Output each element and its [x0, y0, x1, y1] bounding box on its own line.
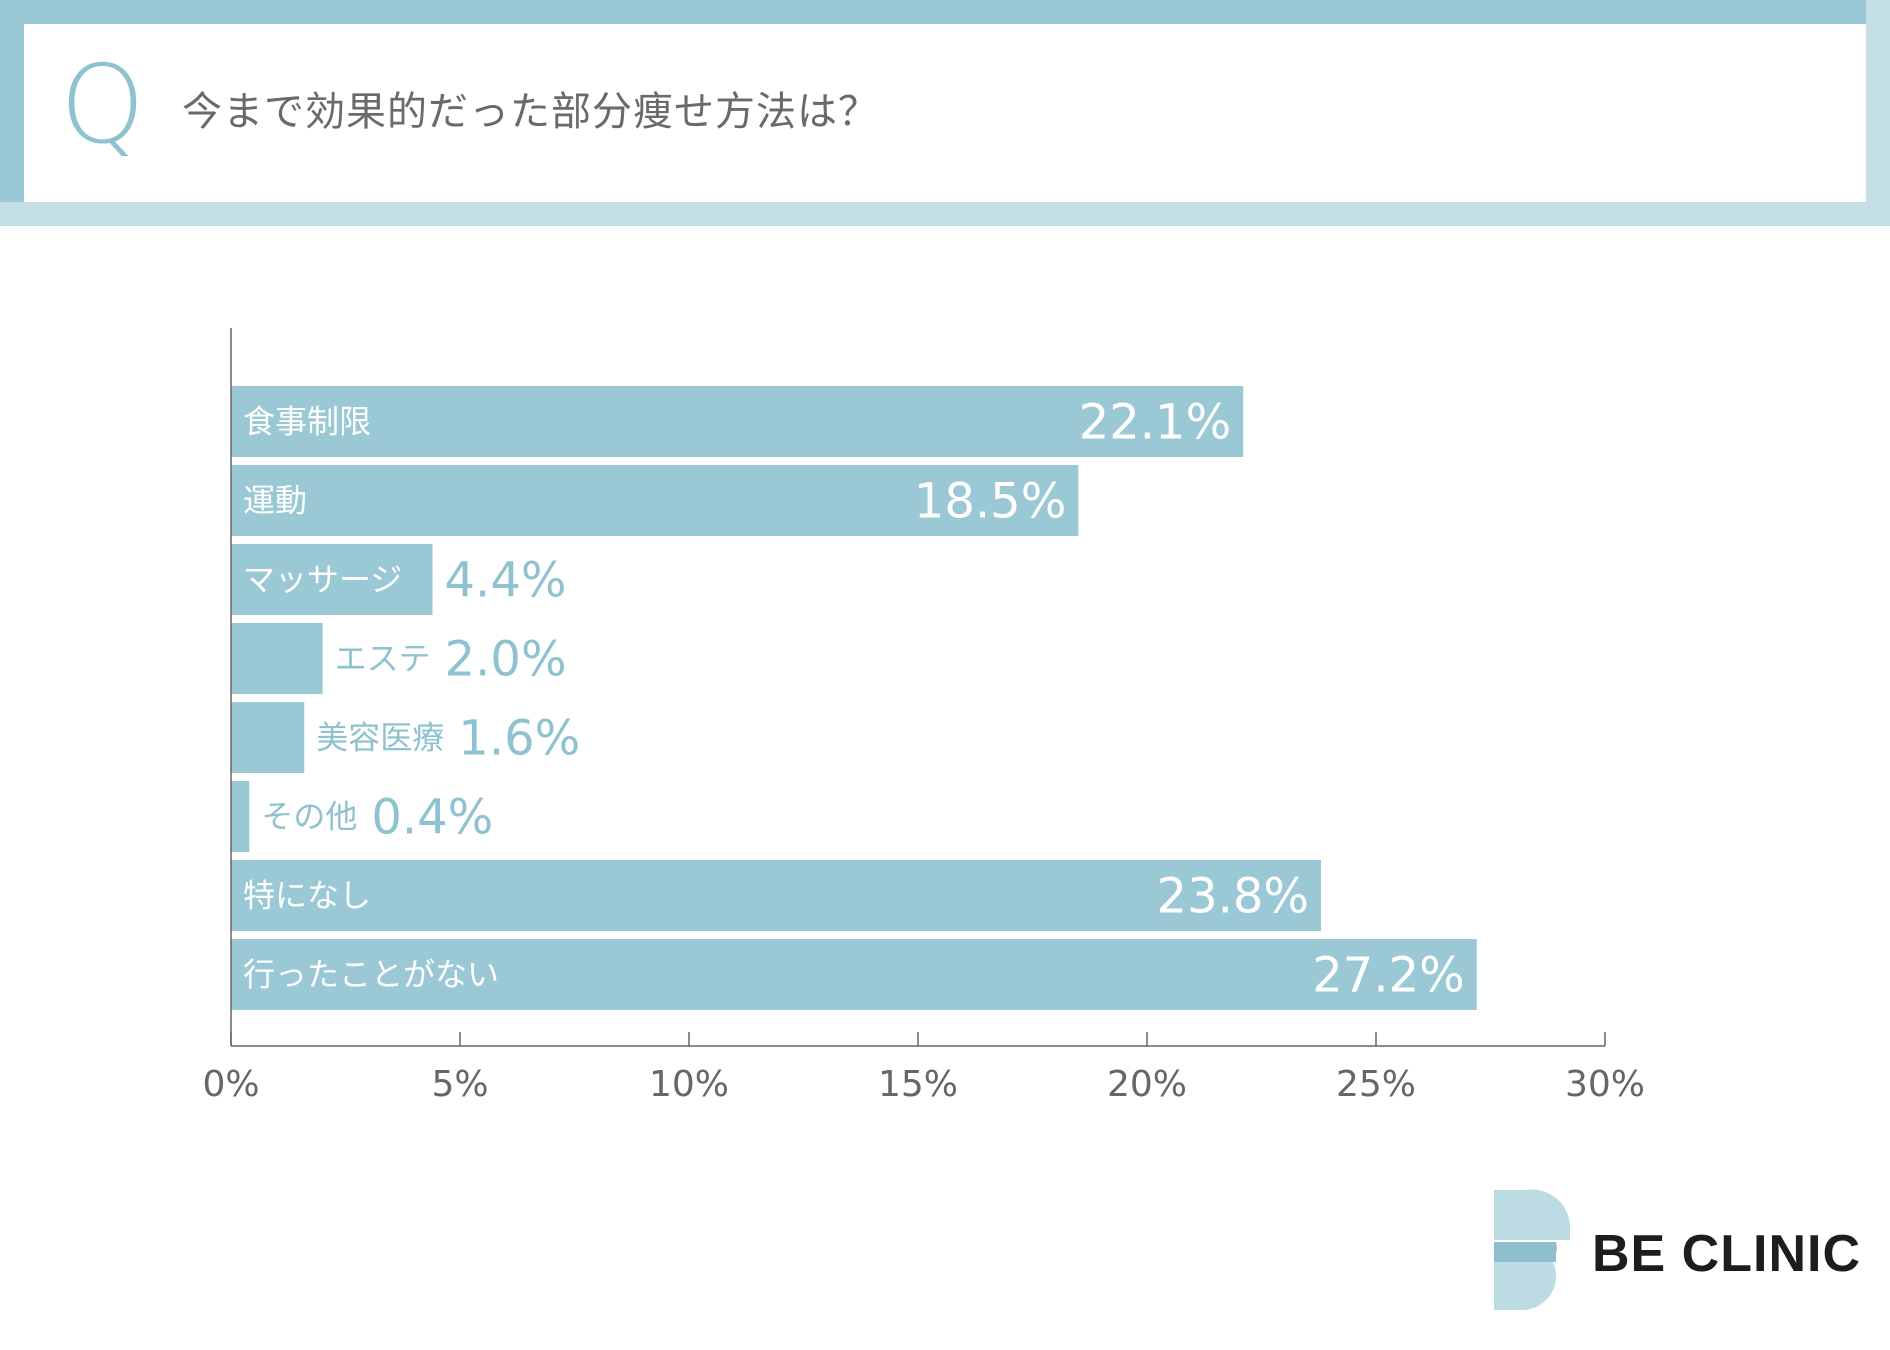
- bar-7: [231, 939, 1477, 1010]
- value-label: 4.4%: [445, 553, 567, 609]
- bar-0: [231, 386, 1244, 457]
- value-label: 1.6%: [458, 711, 580, 767]
- value-label: 2.0%: [445, 632, 567, 688]
- x-tick-label: 20%: [1107, 1064, 1187, 1105]
- category-label: その他: [261, 798, 357, 836]
- bar-2: [231, 544, 433, 615]
- be-clinic-logo-icon: [1494, 1189, 1571, 1310]
- category-label: 運動: [243, 482, 307, 520]
- category-label: 特になし: [243, 877, 371, 915]
- x-tick-label: 25%: [1336, 1064, 1416, 1105]
- category-label: 美容医療: [316, 719, 444, 757]
- bars-layer: [231, 386, 1477, 1010]
- x-tick-label: 15%: [878, 1064, 958, 1105]
- category-label: 行ったことがない: [243, 956, 499, 994]
- category-label: エステ: [335, 640, 431, 678]
- header-frame: [0, 0, 1890, 226]
- labels-layer: 食事制限 22.1% 運動 18.5% マッサージ 4.4% エステ 2.0%美容医療 1.6%…: [243, 395, 1465, 1004]
- bar-3: [231, 623, 323, 694]
- x-axis: 0% 5% 10% 15% 20% 25% 30%: [202, 328, 1645, 1105]
- value-label: 0.4%: [371, 790, 493, 846]
- value-label: 27.2%: [1312, 948, 1464, 1004]
- x-tick-label: 10%: [649, 1064, 729, 1105]
- question-title: 今まで効果的だった部分痩せ方法は？: [182, 89, 879, 135]
- x-tick-label: 5%: [431, 1064, 488, 1105]
- x-tick-label: 30%: [1565, 1064, 1645, 1105]
- bar-1: [231, 465, 1079, 536]
- brand-name: BE CLINIC: [1592, 1225, 1861, 1283]
- value-label: 18.5%: [914, 474, 1066, 530]
- bar-4: [231, 702, 305, 773]
- question-mark-label: Q: [60, 43, 146, 168]
- value-label: 22.1%: [1079, 395, 1231, 451]
- bar-5: [231, 781, 250, 852]
- category-label: マッサージ: [243, 561, 402, 599]
- category-label: 食事制限: [243, 403, 371, 441]
- bar-6: [231, 860, 1322, 931]
- value-label: 23.8%: [1157, 869, 1309, 925]
- x-tick-label: 0%: [202, 1064, 259, 1105]
